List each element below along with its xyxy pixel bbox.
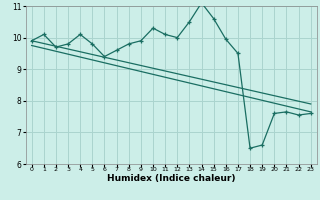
X-axis label: Humidex (Indice chaleur): Humidex (Indice chaleur) [107, 174, 236, 183]
